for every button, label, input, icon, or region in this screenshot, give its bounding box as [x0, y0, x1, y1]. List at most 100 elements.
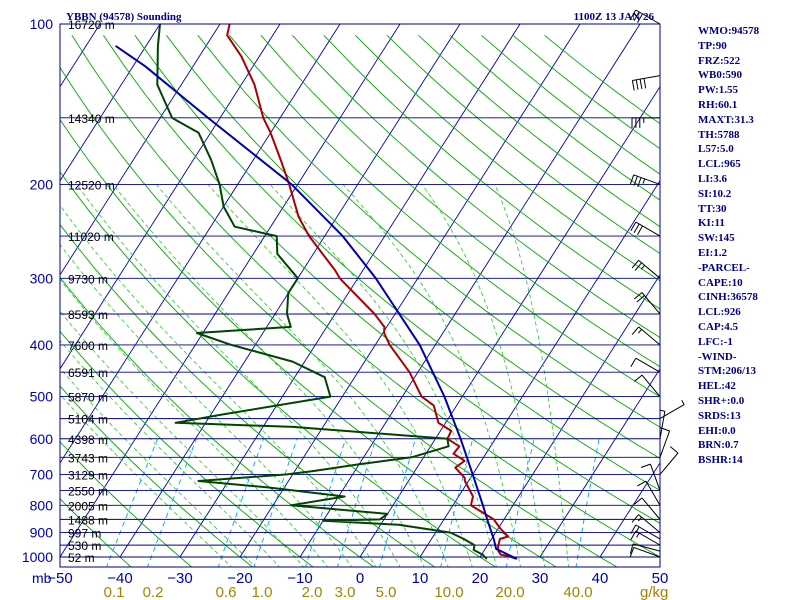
wind-barb-staff	[632, 75, 661, 81]
isotherm-line	[60, 24, 221, 276]
temperature-point	[458, 445, 460, 447]
temperature-point	[500, 554, 502, 556]
wind-barb-flag	[635, 79, 639, 90]
dewpoint-point	[312, 470, 314, 472]
temperature-point	[450, 430, 452, 432]
sounding-index-item: PW:1.55	[698, 84, 739, 97]
parcel-point	[486, 518, 488, 521]
dry-adiabat-line	[260, 35, 660, 368]
parcel-point	[460, 438, 462, 440]
pressure-tick-label: 300	[30, 270, 54, 286]
plot-frame	[59, 23, 661, 568]
mixing-ratio-unit-label: g/kg	[640, 584, 668, 600]
dewpoint-point	[219, 183, 221, 185]
temperature-tick-label: 50	[652, 570, 669, 587]
wind-barb-flag	[633, 11, 640, 21]
height-label: 12520 m	[68, 178, 115, 192]
wind-barb-flag	[633, 497, 643, 505]
moist-adiabat-line	[207, 184, 473, 567]
moist-adiabat-line	[156, 184, 449, 567]
wind-barb-flag	[629, 543, 634, 554]
wind-barb	[633, 497, 661, 520]
height-label: 16720 m	[68, 18, 115, 32]
isobar-lines	[60, 23, 660, 558]
temperature-point	[464, 460, 466, 462]
isotherm-line	[419, 179, 660, 558]
mixing-ratio-line	[106, 438, 159, 567]
temperature-point	[506, 555, 508, 557]
sounding-index-item: FRZ:522	[698, 54, 741, 67]
sounding-index-item: WMO:94578	[698, 25, 760, 37]
temperature-point	[253, 84, 256, 86]
wind-barb-flag	[631, 514, 639, 523]
temperature-point	[383, 326, 385, 328]
temperature-point	[437, 422, 439, 424]
dewpoint-point	[222, 413, 224, 415]
dewpoint-point	[297, 277, 299, 279]
wind-barb	[630, 530, 661, 546]
wind-barb-flag	[633, 292, 643, 300]
dewpoint-point	[175, 422, 177, 424]
temperature-point	[288, 183, 290, 185]
sounding-index-item: CINH:36578	[698, 291, 758, 304]
temperature-point	[389, 344, 391, 346]
dewpoint-point	[292, 426, 294, 428]
height-label: 997 m	[68, 527, 101, 541]
wind-barb-staff	[638, 514, 661, 533]
sounding-index-item: TT:30	[698, 202, 727, 215]
wind-barb-flag	[640, 463, 651, 468]
dewpoint-point	[486, 558, 488, 560]
dry-adiabat-line	[103, 35, 660, 524]
temperature-point	[226, 34, 228, 36]
wind-barb-flag	[633, 223, 640, 233]
height-label: 3129 m	[68, 468, 108, 482]
dewpoint-point	[196, 332, 198, 334]
wind-barb-staff	[659, 452, 679, 475]
wind-barb-flag	[631, 80, 635, 91]
wind-barb	[629, 174, 661, 188]
dry-adiabat-line	[60, 498, 132, 567]
temperature-point	[339, 277, 341, 279]
height-label: 2005 m	[68, 499, 108, 513]
wind-barb	[631, 326, 661, 346]
isotherm-line	[599, 462, 660, 558]
temperature-point	[408, 371, 411, 373]
mixing-ratio-tick-label: 3.0	[335, 584, 356, 600]
moist-adiabat-line	[269, 184, 497, 567]
isotherm-line	[60, 24, 281, 370]
dewpoint-point	[448, 445, 450, 447]
temperature-tick-label: 10	[412, 570, 429, 587]
sounding-index-item: SW:145	[698, 232, 735, 245]
moist-adiabat-line	[112, 184, 425, 567]
parcel-point	[342, 235, 344, 237]
temperature-tick-label: −20	[227, 570, 252, 587]
sounding-index-item: -WIND-	[698, 350, 737, 363]
temperature-point	[298, 216, 300, 218]
temperature-point	[280, 159, 282, 161]
dry-adiabat-line	[386, 34, 660, 255]
temperature-point	[308, 235, 310, 237]
wind-barb-staff	[633, 174, 661, 185]
wind-barb-staff	[632, 543, 661, 552]
pressure-tick-labels: 100 200 300 400 500 600 700 800 900 1000	[22, 16, 53, 565]
dewpoint-point	[324, 376, 326, 378]
wind-barb-staff	[641, 497, 661, 520]
sounding-index-item: LCL:965	[698, 158, 741, 171]
mixing-ratio-line	[336, 438, 377, 567]
wind-barbs	[629, 9, 685, 558]
dewpoint-point	[197, 480, 200, 482]
height-labels: 16720 m 14340 m 12520 m 11020 m 9730 m 8593 m…	[68, 18, 115, 565]
wind-barb-flag	[630, 524, 637, 534]
wind-barb-flag	[629, 174, 635, 185]
wind-barb-flag	[669, 446, 679, 454]
sounding-index-item: BSHR:14	[698, 454, 743, 467]
sounding-index-item: RH:60.1	[698, 98, 738, 111]
wind-barb-half-flag	[636, 532, 640, 538]
chart-title: YBBN (94578) Sounding	[66, 11, 182, 23]
wind-barb	[630, 221, 661, 237]
temperature-tick-label: 0	[356, 570, 364, 587]
moist-adiabat-line	[494, 184, 570, 567]
wind-barb	[631, 75, 661, 91]
parcel-point	[144, 65, 146, 67]
